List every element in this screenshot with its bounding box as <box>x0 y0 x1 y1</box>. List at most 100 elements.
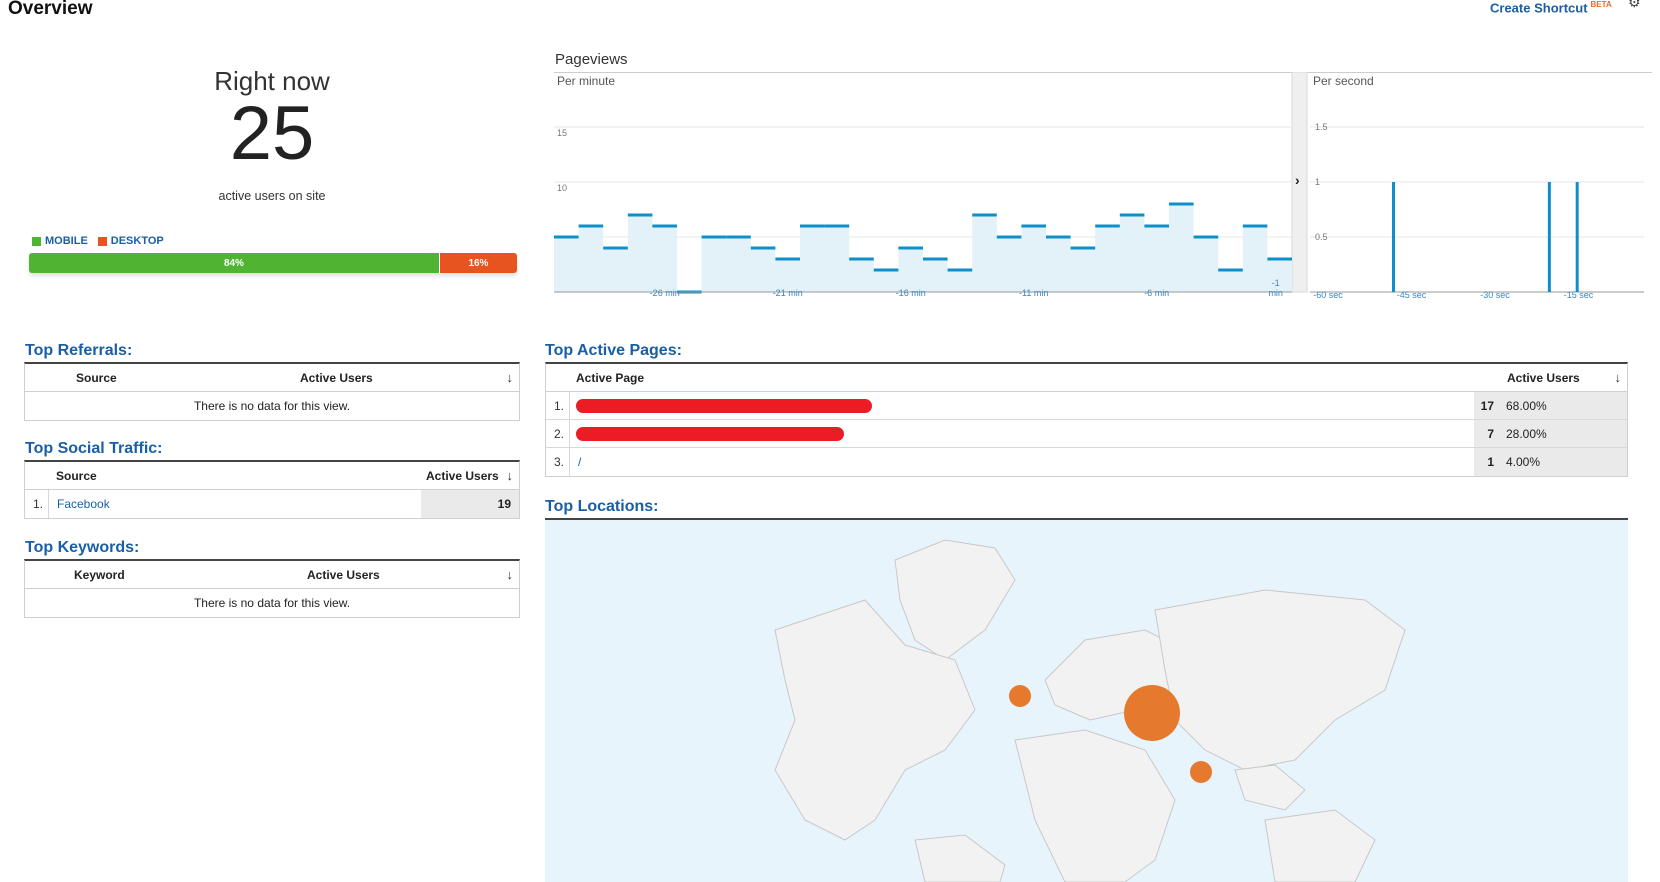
table-header: Active Page Active Users ↓ <box>546 364 1627 392</box>
settings-icon[interactable]: ⚙ <box>1628 0 1641 10</box>
legend-desktop-label: DESKTOP <box>110 235 164 247</box>
x-tick-label-unit: min <box>1268 288 1283 298</box>
col-source[interactable]: Source <box>76 370 117 385</box>
page-active-pct: 68.00% <box>1498 392 1627 419</box>
top-referrals-title: Top Referrals: <box>25 342 133 359</box>
south-america-shape[interactable] <box>914 834 1006 882</box>
sort-down-icon[interactable]: ↓ <box>506 567 514 582</box>
redaction-mark <box>576 427 844 441</box>
active-users-subtitle: active users on site <box>218 189 326 203</box>
page-active-users: 1 <box>1474 448 1498 476</box>
row-index: 1. <box>25 490 49 518</box>
x-tick-label: -30 sec <box>1480 290 1510 300</box>
device-legend: MOBILE DESKTOP <box>32 235 164 247</box>
x-tick-label: -11 min <box>1019 288 1048 298</box>
table-row: 1. Facebook 19 <box>25 490 519 518</box>
top-locations-title: Top Locations: <box>545 498 659 515</box>
empty-message: There is no data for this view. <box>193 596 351 610</box>
top-social-title: Top Social Traffic: <box>25 440 163 457</box>
asia-shape[interactable] <box>1154 589 1406 771</box>
create-shortcut-link[interactable]: Create Shortcut BETA <box>1490 0 1612 15</box>
y-tick-label: 1.5 <box>1315 122 1328 132</box>
landmasses <box>774 539 1406 882</box>
top-social-table: Source Active Users ↓ 1. Facebook 19 <box>24 460 520 519</box>
x-tick-label: -1 <box>1272 278 1280 288</box>
pageviews-title: Pageviews <box>555 51 628 68</box>
mobile-swatch <box>32 236 41 246</box>
desktop-share-segment[interactable]: 16% <box>438 253 517 273</box>
x-tick-label: -26 min <box>650 288 680 298</box>
y-tick-label: 0.5 <box>1315 232 1328 242</box>
location-bubble-indonesia[interactable] <box>1190 761 1212 783</box>
legend-mobile-label: MOBILE <box>45 235 88 247</box>
active-users-count: 25 <box>229 91 315 176</box>
location-bubbles <box>1009 685 1212 783</box>
table-row: 1. 17 68.00% <box>546 392 1627 420</box>
table-header: Keyword Active Users ↓ <box>25 561 519 589</box>
section-divider <box>545 518 1628 520</box>
africa-shape[interactable] <box>1014 729 1176 882</box>
table-row: 3. / 1 4.00% <box>546 448 1627 476</box>
table-row: 2. 7 28.00% <box>546 420 1627 448</box>
top-keywords-title: Top Keywords: <box>25 539 140 556</box>
page-active-pct: 28.00% <box>1498 420 1627 447</box>
redaction-mark <box>576 399 872 413</box>
table-header: Source Active Users ↓ <box>25 462 519 490</box>
world-map-svg <box>774 539 1406 882</box>
beta-badge: BETA <box>1590 0 1612 9</box>
col-active-users[interactable]: Active Users <box>426 468 499 483</box>
col-active-users[interactable]: Active Users <box>307 567 380 582</box>
device-share-bar: 84% 16% <box>29 253 517 273</box>
col-active-users[interactable]: Active Users <box>1507 370 1580 385</box>
top-pages-title: Top Active Pages: <box>545 342 682 359</box>
desktop-swatch <box>97 236 107 246</box>
table-header: Source Active Users ↓ <box>25 364 519 392</box>
page-link[interactable]: / <box>578 455 582 469</box>
row-index: 1. <box>546 392 570 419</box>
sort-down-icon[interactable]: ↓ <box>506 468 514 483</box>
top-pages-table: Active Page Active Users ↓ 1. 17 68.00% … <box>545 362 1628 477</box>
world-map[interactable] <box>545 520 1628 882</box>
col-active-page[interactable]: Active Page <box>576 370 645 385</box>
legend-desktop: DESKTOP <box>97 235 164 247</box>
x-tick-label: -45 sec <box>1397 290 1427 300</box>
page-title: Overview <box>8 0 93 19</box>
row-index: 3. <box>546 448 570 476</box>
y-tick-label: 10 <box>557 183 567 193</box>
north-america-shape[interactable] <box>774 599 976 841</box>
col-active-users[interactable]: Active Users <box>300 370 373 385</box>
page-active-users: 17 <box>1474 392 1498 419</box>
southeast-asia-shape[interactable] <box>1234 764 1306 811</box>
greenland-shape[interactable] <box>894 539 1016 661</box>
social-source-link[interactable]: Facebook <box>57 497 110 511</box>
x-tick-label: -16 min <box>896 288 926 298</box>
col-source[interactable]: Source <box>56 468 97 483</box>
top-keywords-table: Keyword Active Users ↓ There is no data … <box>24 559 520 618</box>
per-second-label: Per second <box>1313 74 1374 88</box>
empty-message: There is no data for this view. <box>193 399 351 413</box>
location-bubble-morocco[interactable] <box>1009 685 1031 707</box>
page-active-users: 7 <box>1474 420 1498 447</box>
expand-chevron-icon: › <box>1295 172 1300 188</box>
sort-down-icon[interactable]: ↓ <box>506 370 514 385</box>
col-keyword[interactable]: Keyword <box>74 567 125 582</box>
y-tick-label: 1 <box>1315 177 1320 187</box>
x-tick-label: -60 sec <box>1313 290 1343 300</box>
location-bubble-india[interactable] <box>1124 685 1180 741</box>
y-tick-label: 15 <box>557 128 567 138</box>
right-now-label: Right now <box>214 66 330 96</box>
per-minute-label: Per minute <box>557 74 615 88</box>
create-shortcut-label[interactable]: Create Shortcut <box>1490 0 1588 16</box>
x-tick-label: -15 sec <box>1564 290 1594 300</box>
row-index: 2. <box>546 420 570 447</box>
social-active-users: 19 <box>421 490 519 518</box>
x-tick-label: -6 min <box>1144 288 1169 298</box>
x-tick-label: -21 min <box>773 288 803 298</box>
australia-shape[interactable] <box>1264 809 1376 882</box>
legend-mobile: MOBILE <box>32 235 88 247</box>
sort-down-icon[interactable]: ↓ <box>1614 370 1622 385</box>
mobile-share-segment[interactable]: 84% <box>29 253 439 273</box>
page-active-pct: 4.00% <box>1498 448 1627 476</box>
